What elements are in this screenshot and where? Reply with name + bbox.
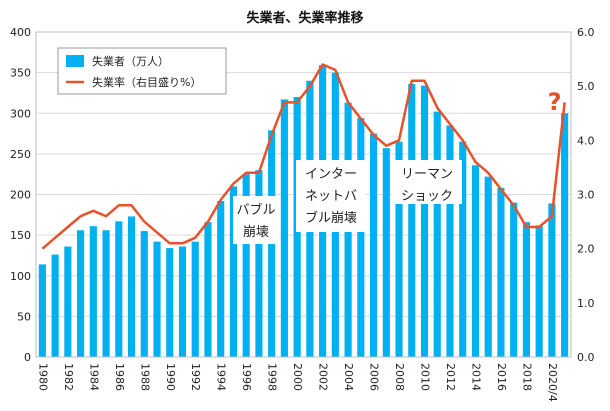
bar xyxy=(140,231,148,357)
annotation-text: ブル崩壊 xyxy=(305,210,357,226)
bar xyxy=(408,84,416,357)
x-tick-label: 2004 xyxy=(342,363,355,391)
y-left-tick-label: 350 xyxy=(10,67,31,80)
annotation-box xyxy=(392,160,462,204)
question-mark-annotation: ? xyxy=(548,88,562,116)
bar xyxy=(357,118,365,357)
bar xyxy=(191,241,199,357)
bar xyxy=(280,99,288,357)
bar xyxy=(153,241,161,357)
bar xyxy=(242,174,250,357)
y-right-tick-label: 0.0 xyxy=(577,351,595,364)
bar xyxy=(64,246,72,357)
annotation-box xyxy=(233,196,279,244)
x-tick-label: 1998 xyxy=(266,363,279,391)
axes: 0 50 100 150 200 250 300 350 400 0.0 1.0 2.0 3.0 4.0 5… xyxy=(10,26,595,402)
bar xyxy=(204,222,212,357)
y-left-tick-label: 0 xyxy=(24,351,31,364)
annotation-text: インター xyxy=(305,167,357,182)
x-tick-label: 2020/4 xyxy=(546,363,559,402)
bar xyxy=(229,186,238,357)
bar xyxy=(548,203,556,357)
x-tick-label: 2016 xyxy=(495,363,508,391)
bar xyxy=(51,254,59,357)
legend: 失業者（万人） 失業率（右目盛り%） xyxy=(57,47,227,95)
x-tick-label: 1988 xyxy=(138,363,151,391)
bar xyxy=(102,230,110,357)
bar xyxy=(446,125,454,357)
x-tick-label: 1992 xyxy=(189,363,202,391)
y-left-tick-label: 100 xyxy=(10,270,31,283)
x-tick-label: 1986 xyxy=(113,363,126,391)
x-tick-label: 2012 xyxy=(444,363,457,391)
bar xyxy=(395,141,403,357)
x-tick-label: 1996 xyxy=(240,363,253,391)
bar xyxy=(369,133,378,357)
bar xyxy=(510,202,518,357)
bar xyxy=(38,264,46,357)
legend-swatch-bar xyxy=(66,55,84,67)
bar xyxy=(459,141,467,357)
bar xyxy=(255,170,263,357)
y-left-tick-label: 200 xyxy=(10,189,31,202)
y-left-tick-label: 250 xyxy=(10,148,31,161)
annotation-text: バブル xyxy=(236,202,275,218)
x-tick-label: 2010 xyxy=(419,363,432,391)
y-right-tick-label: 4.0 xyxy=(577,134,595,147)
bar xyxy=(178,246,187,357)
y-right-tick-label: 6.0 xyxy=(577,26,595,39)
y-left-tick-label: 400 xyxy=(10,26,31,39)
x-tick-label: 1990 xyxy=(164,363,177,391)
legend-label-line: 失業率（右目盛り%） xyxy=(92,75,201,89)
y-left-tick-label: 50 xyxy=(17,310,31,323)
y-right-tick-label: 3.0 xyxy=(577,189,595,202)
line-series xyxy=(41,63,566,250)
x-tick-label: 1984 xyxy=(87,363,100,391)
chart-title: 失業者、失業率推移 xyxy=(246,10,363,26)
annotation-box xyxy=(296,160,366,232)
x-tick-label: 2000 xyxy=(291,363,304,391)
x-tick-label: 2008 xyxy=(393,363,406,391)
bar xyxy=(127,216,136,357)
bar xyxy=(471,165,480,357)
bar xyxy=(89,226,97,357)
bar xyxy=(497,188,505,357)
plot-area xyxy=(35,31,572,358)
legend-box xyxy=(57,47,227,95)
bar xyxy=(433,111,441,357)
bar xyxy=(115,221,123,357)
y-right-tick-label: 5.0 xyxy=(577,80,595,93)
legend-label-bar: 失業者（万人） xyxy=(92,55,169,68)
annotation-text: 崩壊 xyxy=(243,225,269,240)
bar xyxy=(522,222,530,357)
annotation-text: リーマン xyxy=(401,167,453,182)
bar xyxy=(166,248,174,357)
bar xyxy=(484,176,492,357)
x-tick-label: 2018 xyxy=(520,363,533,391)
y-right-tick-label: 2.0 xyxy=(577,243,595,256)
annotation-text: ショック xyxy=(401,189,453,204)
bar xyxy=(77,230,85,357)
bar xyxy=(561,113,569,357)
x-tick-label: 1982 xyxy=(62,363,75,391)
y-left-tick-label: 150 xyxy=(10,229,31,242)
x-tick-label: 2002 xyxy=(317,363,330,391)
bar xyxy=(382,148,390,357)
bar xyxy=(217,201,225,357)
x-tick-label: 2014 xyxy=(469,363,482,391)
y-left-tick-label: 300 xyxy=(10,107,31,120)
bar xyxy=(535,225,543,357)
x-tick-label: 1980 xyxy=(36,363,49,391)
annotation-text: ネットバ xyxy=(305,189,357,204)
unemployment-rate-line xyxy=(41,63,566,250)
x-tick-label: 2006 xyxy=(368,363,381,391)
y-right-tick-label: 1.0 xyxy=(577,297,595,310)
x-tick-label: 1994 xyxy=(215,363,228,391)
bar xyxy=(420,85,429,357)
